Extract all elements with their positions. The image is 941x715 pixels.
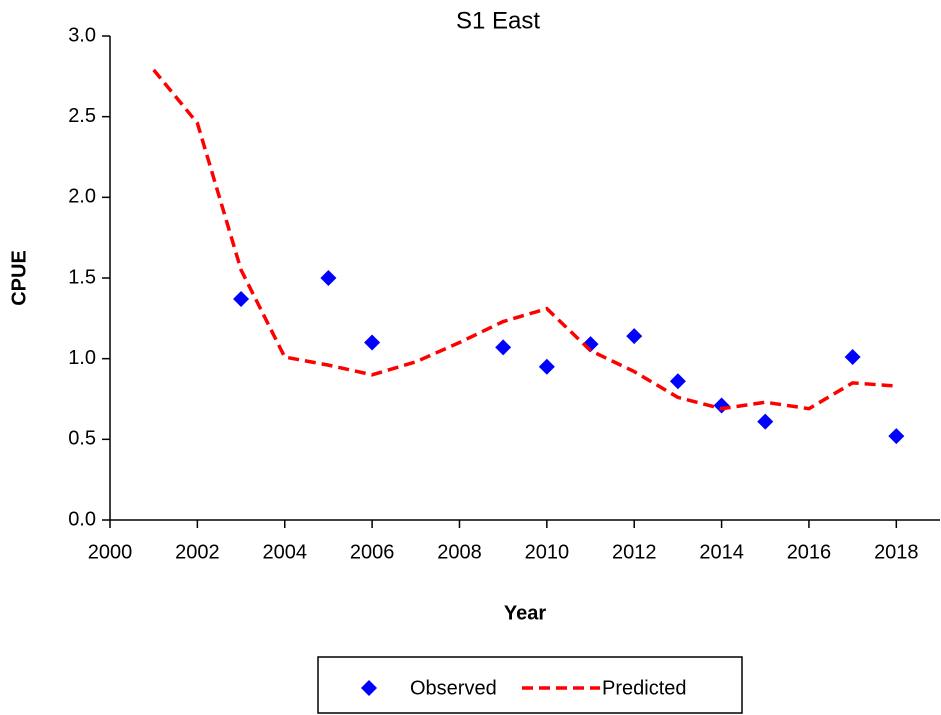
x-tick-label: 2016 xyxy=(787,541,832,563)
y-tick-label: 2.0 xyxy=(68,186,96,208)
y-tick-label: 2.5 xyxy=(68,105,96,127)
x-tick-label: 2002 xyxy=(175,541,220,563)
legend-marker xyxy=(361,680,377,696)
legend-label: Predicted xyxy=(602,677,687,699)
y-tick-label: 1.0 xyxy=(68,347,96,369)
observed-point xyxy=(320,270,337,286)
observed-point xyxy=(669,373,686,390)
observed-point xyxy=(757,413,774,430)
y-axis-title: CPUE xyxy=(8,250,30,306)
observed-point xyxy=(626,328,643,345)
legend-box xyxy=(317,656,743,714)
x-tick-label: 2018 xyxy=(874,541,919,563)
legend-label: Observed xyxy=(410,677,497,699)
x-tick-label: 2012 xyxy=(612,541,657,563)
x-tick-label: 2006 xyxy=(350,541,395,563)
observed-point xyxy=(713,397,730,414)
x-axis-title: Year xyxy=(504,602,546,624)
y-tick-label: 0.0 xyxy=(68,508,96,530)
x-tick-label: 2008 xyxy=(437,541,482,563)
observed-point xyxy=(538,358,555,375)
observed-point xyxy=(364,334,381,351)
observed-point xyxy=(495,339,512,356)
x-tick-label: 2000 xyxy=(88,541,133,563)
x-tick-label: 2014 xyxy=(699,541,744,563)
observed-point xyxy=(888,428,905,445)
predicted-line xyxy=(152,68,897,411)
observed-point xyxy=(844,349,861,366)
y-tick-label: 1.5 xyxy=(68,266,96,288)
y-tick-label: 0.5 xyxy=(68,428,96,450)
y-tick-label: 3.0 xyxy=(68,24,96,46)
x-tick-label: 2004 xyxy=(262,541,307,563)
chart-title: S1 East xyxy=(456,7,540,34)
x-tick-label: 2010 xyxy=(525,541,570,563)
observed-point xyxy=(233,290,250,307)
